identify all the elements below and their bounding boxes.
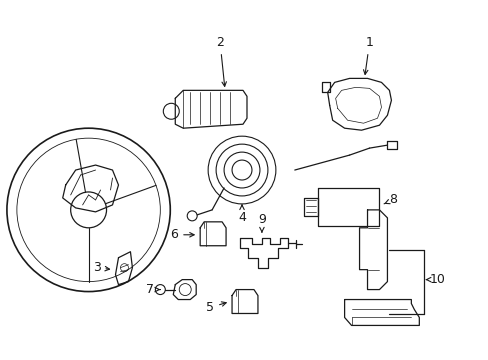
Text: 5: 5 <box>206 301 226 314</box>
Text: 4: 4 <box>238 205 245 224</box>
Text: 6: 6 <box>170 228 194 241</box>
Text: 9: 9 <box>258 213 265 232</box>
Text: 2: 2 <box>216 36 226 86</box>
Text: 8: 8 <box>383 193 397 206</box>
Text: 10: 10 <box>426 273 444 286</box>
Text: 1: 1 <box>363 36 373 75</box>
Text: 3: 3 <box>92 261 109 274</box>
Text: 7: 7 <box>146 283 160 296</box>
